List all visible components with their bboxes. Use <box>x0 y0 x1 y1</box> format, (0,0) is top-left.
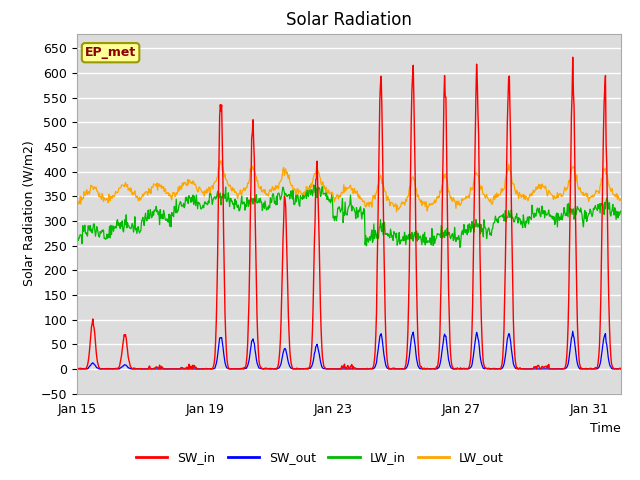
SW_out <box>73 366 81 372</box>
LW_out <box>147 187 154 192</box>
LW_in <box>147 207 154 213</box>
LW_out <box>402 197 410 203</box>
SW_in <box>147 366 155 372</box>
Title: Solar Radiation: Solar Radiation <box>286 11 412 29</box>
SW_in <box>355 366 363 372</box>
Line: LW_in: LW_in <box>77 185 621 247</box>
LW_out <box>216 158 224 164</box>
Line: SW_out: SW_out <box>77 331 621 369</box>
SW_in <box>136 366 143 372</box>
SW_in <box>569 54 577 60</box>
LW_in <box>135 228 143 234</box>
LW_out <box>73 198 81 204</box>
LW_out <box>183 183 191 189</box>
SW_out <box>147 366 154 372</box>
LW_in <box>355 209 363 215</box>
Text: EP_met: EP_met <box>85 46 136 59</box>
SW_out <box>135 366 143 372</box>
SW_in <box>490 366 497 372</box>
LW_in <box>73 234 81 240</box>
SW_in <box>401 364 409 370</box>
LW_out <box>490 193 498 199</box>
SW_out <box>569 328 577 334</box>
SW_out <box>617 366 625 372</box>
Line: LW_out: LW_out <box>77 161 621 212</box>
LW_in <box>183 194 191 200</box>
LW_in <box>617 208 625 214</box>
Line: SW_in: SW_in <box>77 57 621 369</box>
LW_out <box>355 195 363 201</box>
Y-axis label: Solar Radiation (W/m2): Solar Radiation (W/m2) <box>22 141 35 287</box>
LW_in <box>310 182 317 188</box>
LW_out <box>393 209 401 215</box>
LW_in <box>490 220 498 226</box>
X-axis label: Time: Time <box>590 422 621 435</box>
SW_in <box>617 366 625 372</box>
SW_in <box>74 366 81 372</box>
SW_in <box>73 365 81 371</box>
Legend: SW_in, SW_out, LW_in, LW_out: SW_in, SW_out, LW_in, LW_out <box>131 446 509 469</box>
LW_out <box>135 197 143 203</box>
SW_in <box>184 366 191 372</box>
SW_out <box>489 366 497 372</box>
SW_out <box>355 366 362 372</box>
SW_out <box>183 366 191 372</box>
LW_out <box>617 196 625 202</box>
SW_out <box>401 366 408 372</box>
LW_in <box>456 244 464 250</box>
LW_in <box>401 234 409 240</box>
